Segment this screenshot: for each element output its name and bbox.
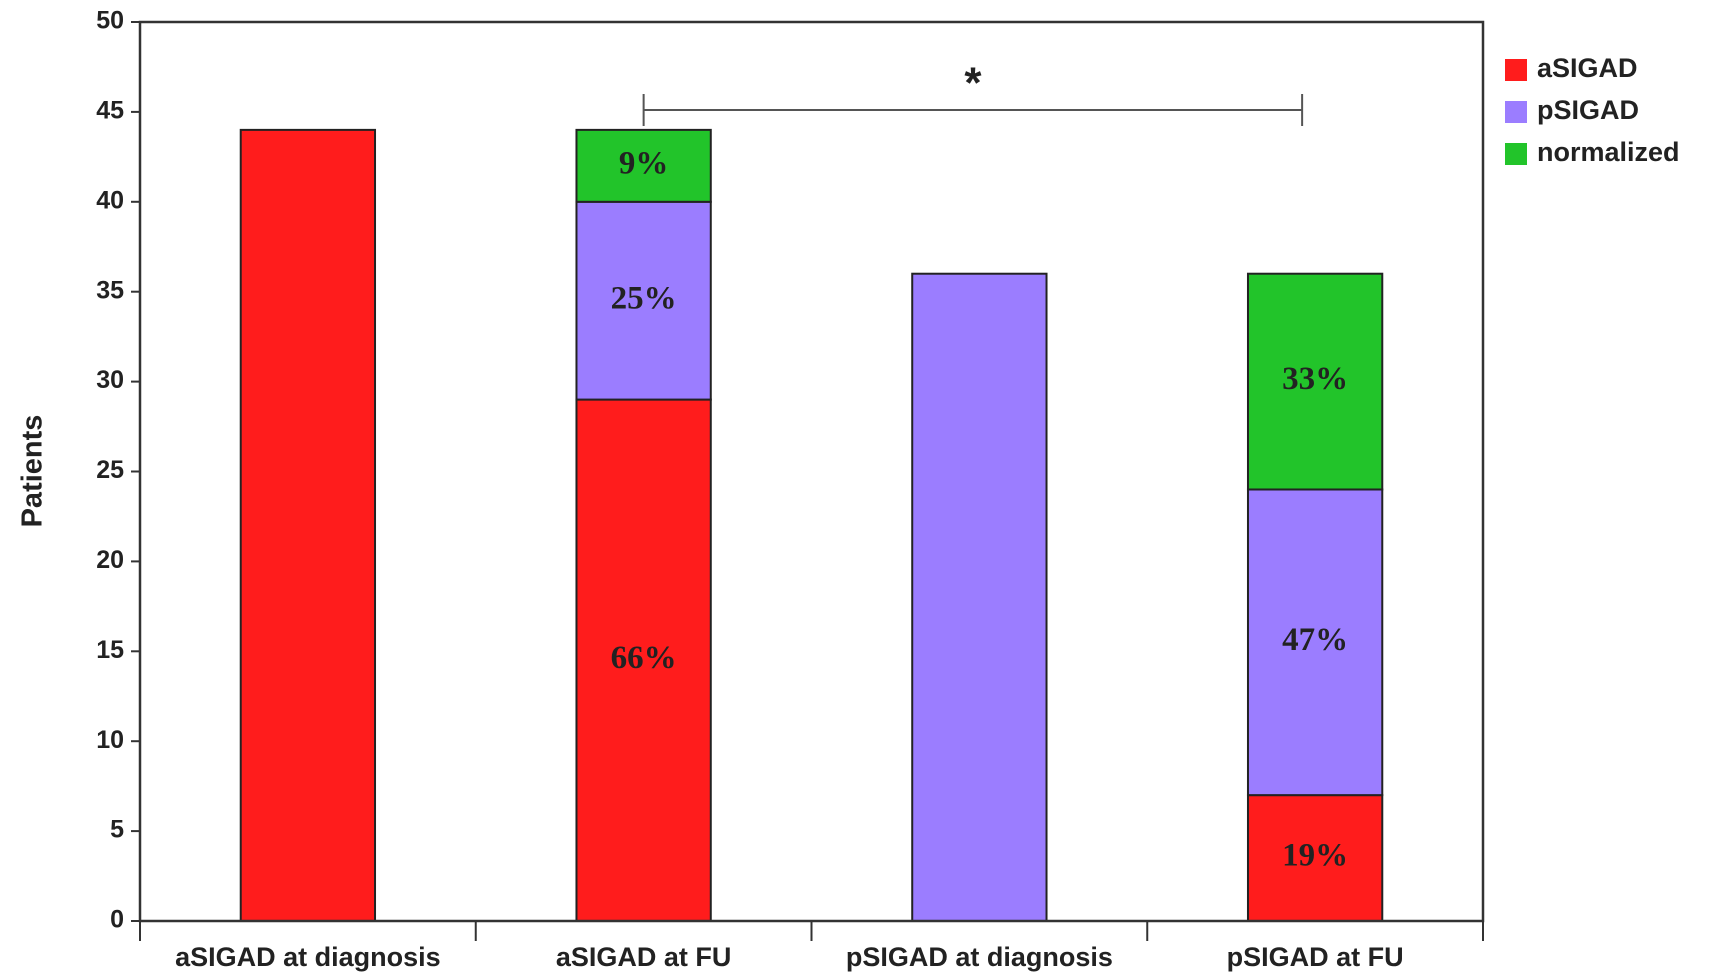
y-tick-label: 45 <box>96 97 124 125</box>
legend-label: aSIGAD <box>1537 53 1638 83</box>
x-tick-label: aSIGAD at FU <box>556 942 732 972</box>
legend-swatch <box>1505 143 1527 165</box>
y-tick-label: 20 <box>96 546 124 574</box>
significance-mark: * <box>964 59 982 108</box>
y-tick-label: 40 <box>96 186 124 214</box>
legend-swatch <box>1505 59 1527 81</box>
x-tick-label: aSIGAD at diagnosis <box>175 942 441 972</box>
y-tick-label: 50 <box>96 7 124 35</box>
y-tick-label: 30 <box>96 366 124 394</box>
share-label: 47% <box>1282 622 1348 658</box>
x-tick-label: pSIGAD at diagnosis <box>846 942 1113 972</box>
y-tick-label: 25 <box>96 456 124 484</box>
bar-segment <box>912 274 1046 921</box>
share-label: 66% <box>611 640 677 676</box>
share-label: 25% <box>611 280 677 316</box>
chart: Patients 0 5 10 15 20 25 30 35 40 45 50 aSIGAD at d… <box>0 0 1719 972</box>
bar-segment <box>241 130 375 921</box>
y-tick-label: 10 <box>96 726 124 754</box>
y-tick-label: 15 <box>96 636 124 664</box>
y-axis-label: Patients <box>17 415 49 528</box>
legend-swatch <box>1505 101 1527 123</box>
legend-label: normalized <box>1537 137 1680 167</box>
share-label: 9% <box>619 145 669 181</box>
y-tick-label: 0 <box>110 906 124 934</box>
legend-label: pSIGAD <box>1537 95 1639 125</box>
y-tick-label: 35 <box>96 276 124 304</box>
x-tick-label: pSIGAD at FU <box>1227 942 1404 972</box>
y-tick-label: 5 <box>110 816 124 844</box>
share-label: 19% <box>1282 838 1348 874</box>
share-label: 33% <box>1282 361 1348 397</box>
